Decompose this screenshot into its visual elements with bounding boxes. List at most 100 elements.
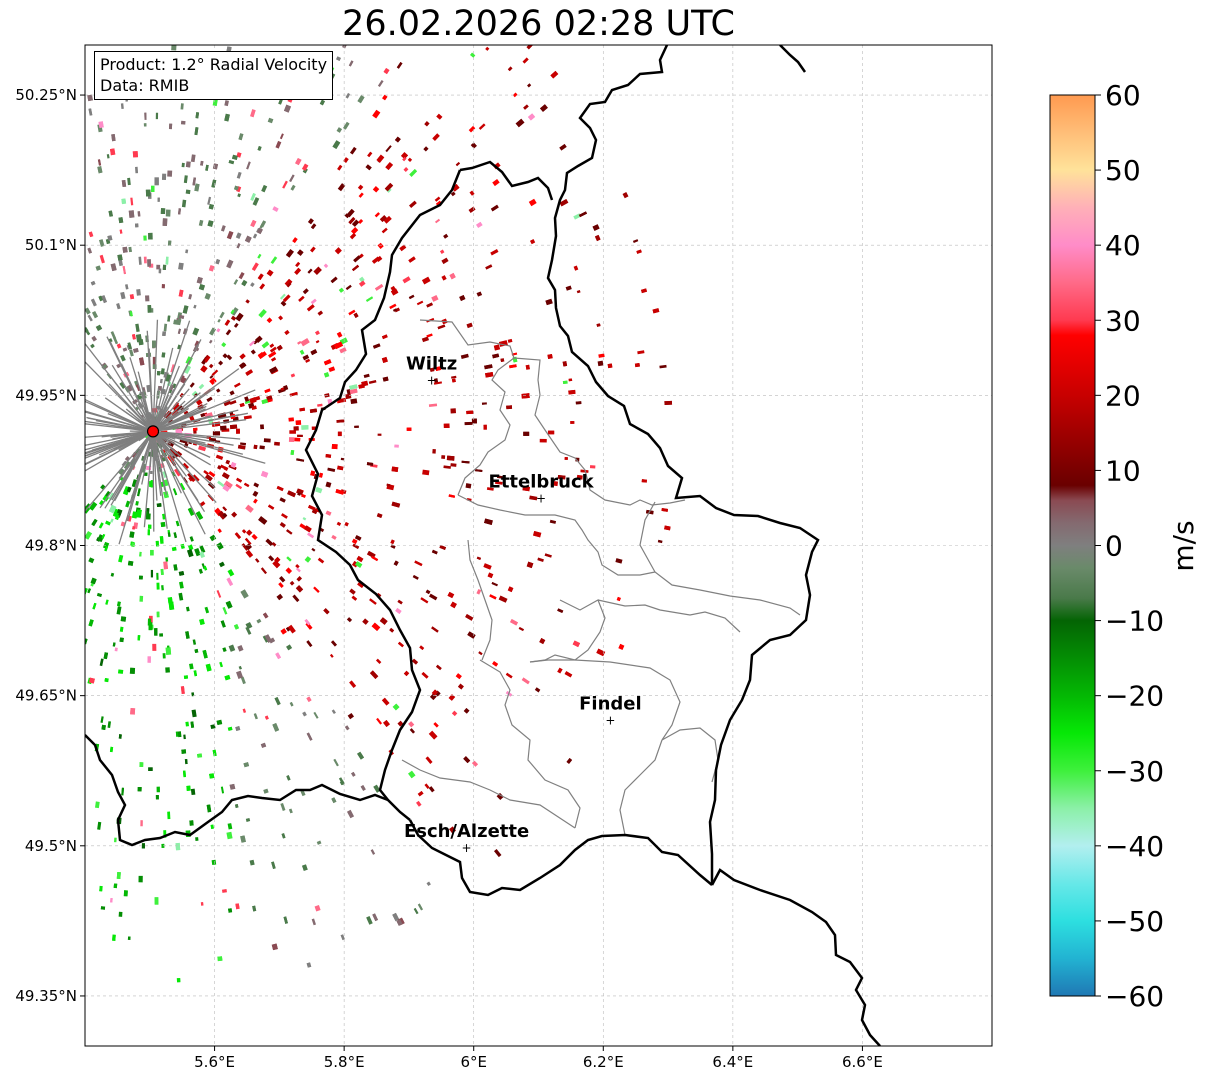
radar-bin	[448, 494, 456, 498]
radar-bin	[443, 465, 451, 469]
radar-clutter-ray	[107, 413, 154, 432]
radar-bin	[147, 259, 152, 267]
radar-bin	[235, 483, 243, 490]
radar-bin	[307, 268, 313, 274]
radar-bin	[95, 265, 101, 271]
radar-bin	[299, 407, 306, 412]
radar-bin	[182, 770, 186, 778]
radar-bin	[136, 509, 142, 518]
radar-bin	[492, 178, 500, 187]
radar-bin	[510, 619, 518, 626]
radar-bin	[349, 388, 358, 395]
radar-bin	[491, 582, 498, 587]
radar-bin	[220, 225, 226, 232]
radar-bin	[575, 401, 582, 405]
radar-bin	[348, 60, 354, 67]
radar-clutter-ray	[85, 430, 154, 466]
radar-bin	[564, 671, 573, 678]
radar-bin	[155, 112, 159, 120]
radar-bin	[351, 771, 356, 777]
radar-bin	[215, 258, 221, 265]
radar-bin	[366, 550, 376, 559]
radar-bin	[407, 157, 413, 162]
radar-clutter-ray	[85, 410, 154, 433]
radar-bin	[89, 501, 98, 511]
radar-bin	[483, 424, 487, 430]
radar-bin	[596, 648, 606, 657]
radar-bin	[160, 368, 165, 375]
radar-bin	[299, 349, 305, 355]
radar-bin	[434, 690, 441, 697]
radar-bin	[461, 460, 470, 464]
radar-bin	[186, 549, 194, 558]
radar-bin	[337, 183, 346, 192]
radar-bin	[243, 762, 250, 768]
radar-bin	[395, 607, 402, 614]
radar-bin	[196, 753, 203, 758]
radar-bin	[637, 350, 645, 355]
radar-bin	[282, 180, 288, 189]
radar-bin	[469, 190, 475, 196]
radar-bin	[128, 246, 132, 253]
radar-bin	[466, 410, 474, 415]
radar-bin	[328, 366, 336, 373]
city-marker: +	[536, 491, 546, 505]
radar-bin	[139, 551, 142, 557]
radar-bin	[209, 377, 217, 385]
radar-bin	[331, 709, 336, 715]
radar-bin	[363, 373, 370, 379]
radar-bin	[450, 601, 457, 609]
radar-bin	[269, 343, 275, 348]
radar-bin	[99, 885, 103, 892]
radar-bin	[228, 464, 237, 471]
radar-bin	[212, 431, 221, 436]
radar-bin	[382, 94, 388, 101]
radar-bin	[243, 415, 252, 420]
radar-bin	[557, 608, 564, 614]
radar-bin	[413, 907, 419, 915]
x-tick-label: 6.2°E	[583, 1053, 624, 1071]
radar-bin	[305, 622, 313, 630]
radar-bin	[281, 513, 288, 519]
radar-bin	[112, 642, 116, 647]
radar-bin	[203, 470, 209, 475]
radar-bin	[129, 349, 134, 357]
radar-bin	[471, 418, 477, 424]
radar-bin	[375, 658, 382, 665]
radar-bin	[664, 525, 671, 531]
radar-bin	[156, 371, 161, 375]
radar-bin	[152, 340, 156, 348]
radar-bin	[190, 788, 196, 796]
radar-bin	[194, 547, 201, 557]
radar-bin	[110, 898, 113, 903]
radar-bin	[285, 249, 294, 258]
radar-bin	[225, 600, 233, 609]
radar-bin	[330, 640, 338, 647]
radar-clutter-ray	[109, 341, 154, 432]
radar-bin	[268, 555, 275, 562]
radar-bin	[177, 208, 181, 215]
radar-bin	[121, 179, 127, 188]
radar-bin	[559, 198, 569, 207]
radar-bin	[189, 382, 195, 388]
radar-bin	[172, 488, 178, 496]
y-tick-label: 50.25°N	[15, 86, 77, 104]
radar-bin	[490, 204, 499, 212]
radar-bin	[397, 641, 404, 648]
radar-bin	[216, 542, 224, 550]
radar-bin	[329, 653, 334, 658]
radar-bin	[245, 299, 250, 304]
radar-bin	[622, 192, 629, 199]
radar-bin	[185, 161, 191, 168]
radar-bin	[191, 709, 197, 718]
radar-bin	[110, 331, 117, 340]
radar-bin	[234, 804, 239, 808]
radar-bin	[195, 837, 199, 841]
radar-bin	[185, 631, 190, 639]
radar-bin	[557, 667, 563, 674]
radar-bin	[233, 279, 239, 285]
radar-bin	[332, 140, 341, 149]
radar-bin	[267, 117, 274, 124]
radar-clutter-ray	[152, 431, 187, 543]
radar-bin	[222, 512, 228, 518]
